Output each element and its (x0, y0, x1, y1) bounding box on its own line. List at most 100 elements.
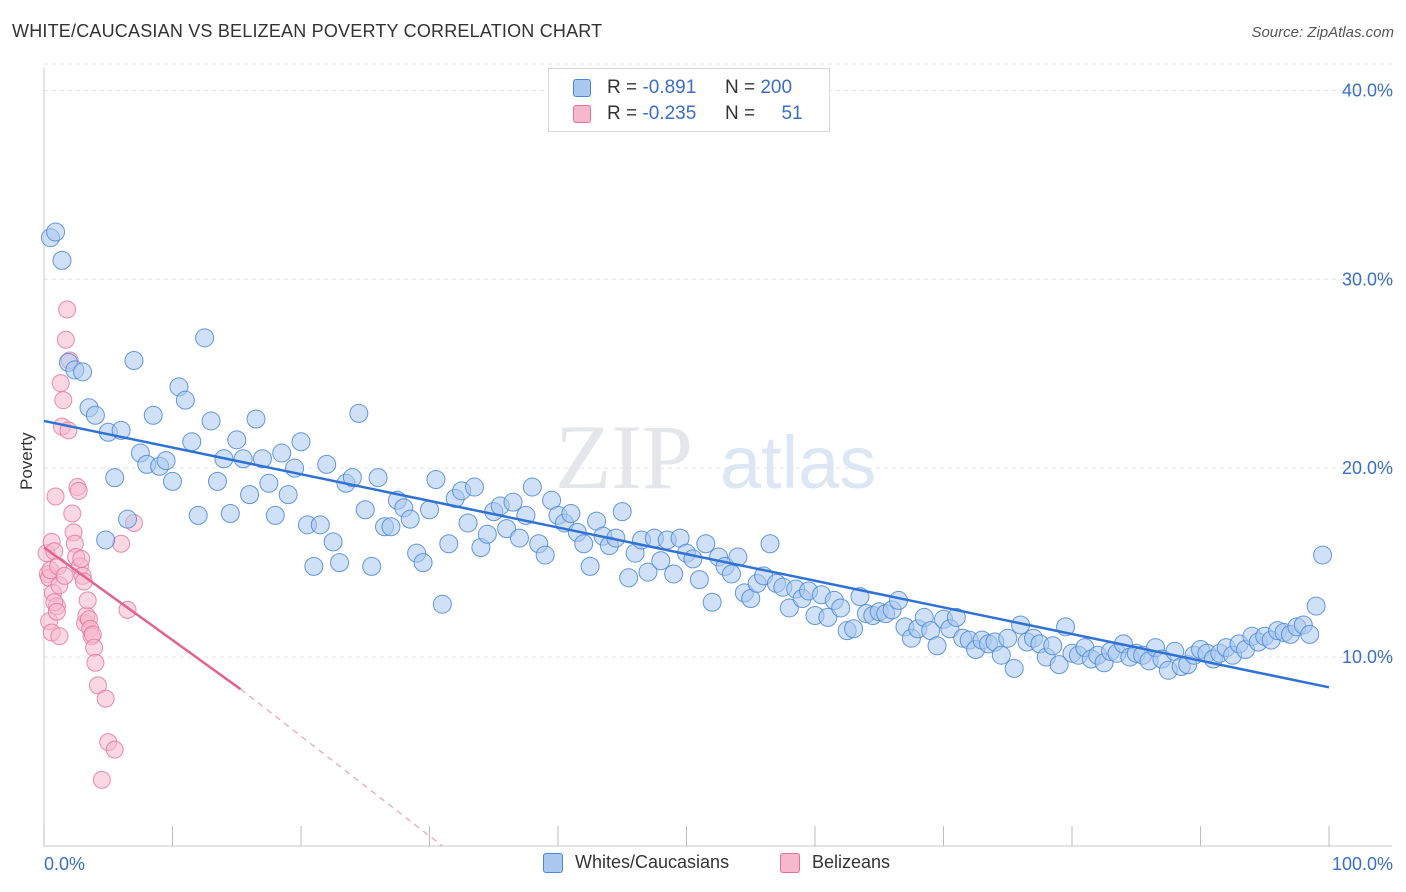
pink-swatch (573, 105, 591, 123)
white-point (201, 411, 221, 431)
y-tick-label: 10.0% (1342, 647, 1393, 667)
white-point (278, 485, 298, 505)
belizean-point (50, 627, 69, 646)
white-point (272, 443, 292, 463)
belizean-point (72, 549, 91, 568)
white-point (349, 403, 369, 423)
white-point (1300, 624, 1320, 644)
legend-r-label: R = (607, 77, 638, 98)
belizean-point (96, 689, 115, 708)
belizean-point (88, 676, 107, 695)
white-point (330, 553, 350, 573)
white-point (156, 451, 176, 471)
white-point (426, 470, 446, 490)
white-point (477, 524, 497, 544)
belizeans-trend-line (43, 546, 242, 691)
white-point (619, 568, 639, 588)
tick-labels: 10.0% 20.0% 30.0% 40.0% 0.0% 100.0% (44, 80, 1393, 874)
legend-item-belizeans: Belizeans (780, 852, 890, 873)
white-point (233, 449, 253, 469)
white-point (381, 517, 401, 537)
white-point (317, 454, 337, 474)
chart-title: WHITE/CAUCASIAN VS BELIZEAN POVERTY CORR… (12, 21, 603, 41)
white-point (368, 468, 388, 488)
white-point (1313, 545, 1333, 565)
belizean-point (69, 481, 88, 500)
white-point (73, 362, 93, 382)
legend-n-value: 51 (781, 103, 803, 124)
white-point (946, 607, 966, 627)
white-point (96, 530, 116, 550)
white-point (1306, 596, 1326, 616)
white-point (323, 532, 343, 552)
white-point (85, 405, 105, 425)
white-point (124, 350, 144, 370)
axes (43, 68, 1392, 847)
bottom-legend: Whites/Caucasians Belizeans (0, 852, 1406, 878)
white-point (696, 534, 716, 554)
white-point (291, 432, 311, 452)
white-point (535, 545, 555, 565)
white-point (207, 471, 227, 491)
belizean-point (54, 391, 73, 410)
white-point (163, 471, 182, 491)
white-point (458, 513, 478, 533)
x-tick-label: 0.0% (44, 854, 85, 874)
white-point (721, 564, 741, 584)
white-point (509, 528, 529, 548)
white-point (561, 504, 581, 524)
white-point (574, 534, 594, 554)
belizean-point (92, 770, 111, 789)
y-tick-label: 30.0% (1342, 269, 1393, 289)
watermark-atlas: atlas (720, 421, 876, 504)
blue-swatch (573, 79, 591, 97)
white-point (143, 405, 163, 425)
white-point (259, 473, 279, 493)
white-point (702, 592, 722, 612)
white-point (651, 551, 671, 571)
white-point (1004, 658, 1024, 678)
white-point (182, 432, 202, 452)
white-point (844, 619, 864, 639)
white-point (246, 409, 266, 429)
belizean-point (51, 374, 70, 393)
y-tick-label: 20.0% (1342, 458, 1393, 478)
white-point (1049, 655, 1069, 675)
belizeans-trend-extension (240, 688, 443, 847)
white-point (220, 504, 240, 524)
belizean-point (112, 534, 131, 553)
legend-r-value: -0.891 (642, 77, 697, 98)
belizean-point (105, 740, 124, 759)
white-point (52, 250, 72, 270)
white-point (683, 549, 703, 569)
legend-row-belizeans: R = -0.235 N = 51 (573, 102, 803, 126)
blue-swatch (543, 852, 563, 873)
white-point (779, 598, 799, 618)
y-axis-label: Poverty (17, 432, 36, 490)
legend-label-belizeans: Belizeans (812, 852, 891, 872)
white-point (46, 222, 66, 242)
white-point (664, 564, 684, 584)
legend-n-label: N = (724, 103, 756, 124)
white-point (760, 534, 780, 554)
white-point (818, 607, 838, 627)
white-point (432, 594, 452, 614)
legend-row-whites: R = -0.891 N = 200 (573, 76, 792, 100)
white-point (342, 468, 362, 488)
white-point (118, 509, 138, 529)
belizean-point (47, 602, 66, 621)
white-point (497, 519, 517, 539)
legend-item-whites: Whites/Caucasians (543, 852, 729, 873)
belizean-point (85, 638, 104, 657)
white-point (580, 556, 600, 576)
white-point (240, 485, 260, 505)
chart-source: Source: ZipAtlas.com (1251, 24, 1394, 41)
white-point (689, 570, 709, 590)
whites-points (40, 222, 1333, 680)
white-point (188, 505, 208, 525)
white-point (304, 556, 324, 576)
white-point (998, 628, 1018, 648)
legend-n-value: 200 (760, 77, 793, 98)
white-point (227, 430, 247, 450)
